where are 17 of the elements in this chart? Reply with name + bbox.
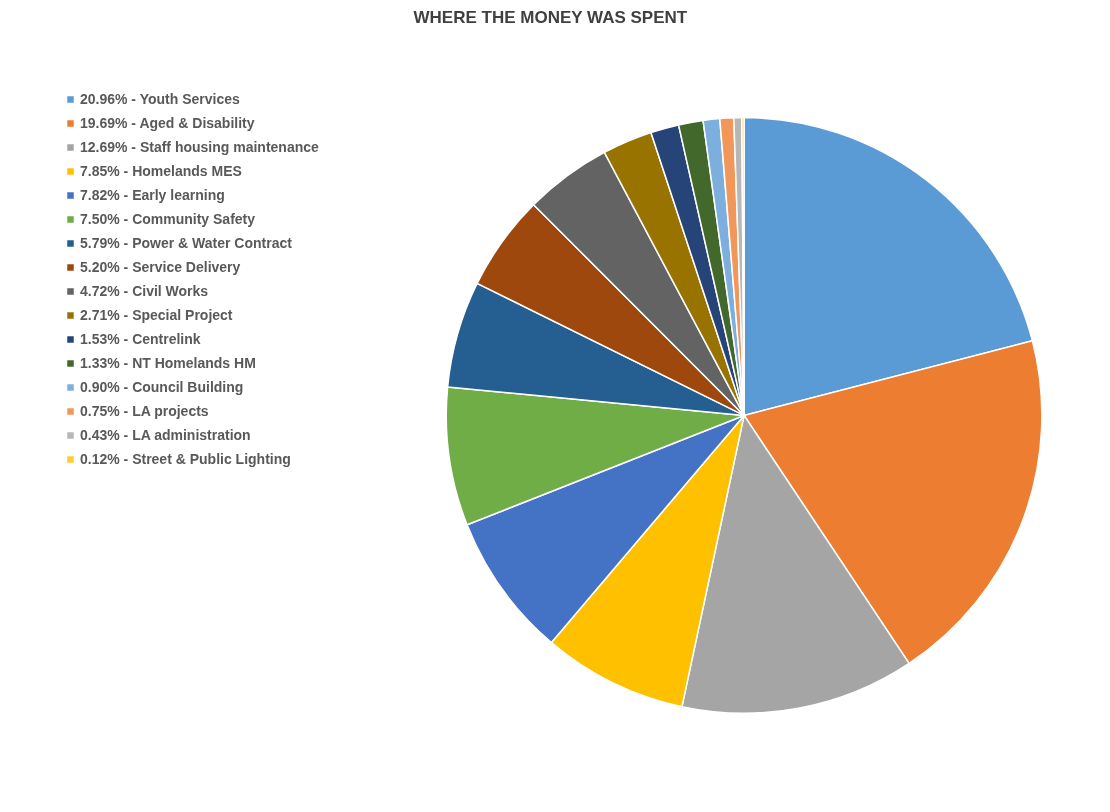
legend-label: 0.90% - Council Building — [80, 379, 244, 395]
legend-label: 0.75% - LA projects — [80, 403, 209, 419]
legend-label: 1.33% - NT Homelands HM — [80, 355, 256, 371]
legend-label: 2.71% - Special Project — [80, 307, 233, 323]
legend-label: 20.96% - Youth Services — [80, 91, 240, 107]
legend-label: 19.69% - Aged & Disability — [80, 115, 255, 131]
legend-label: 0.43% - LA administration — [80, 427, 251, 443]
legend-label: 7.85% - Homelands MES — [80, 163, 242, 179]
legend-label: 12.69% - Staff housing maintenance — [80, 139, 319, 155]
legend-label: 7.50% - Community Safety — [80, 211, 256, 227]
legend-label: 5.20% - Service Delivery — [80, 259, 241, 275]
legend-label: 7.82% - Early learning — [80, 187, 225, 203]
legend-label: 1.53% - Centrelink — [80, 331, 201, 347]
legend-label: 0.12% - Street & Public Lighting — [80, 451, 291, 467]
legend-label: 4.72% - Civil Works — [80, 283, 209, 299]
chart-title: WHERE THE MONEY WAS SPENT — [413, 7, 688, 27]
legend-label: 5.79% - Power & Water Contract — [80, 235, 292, 251]
